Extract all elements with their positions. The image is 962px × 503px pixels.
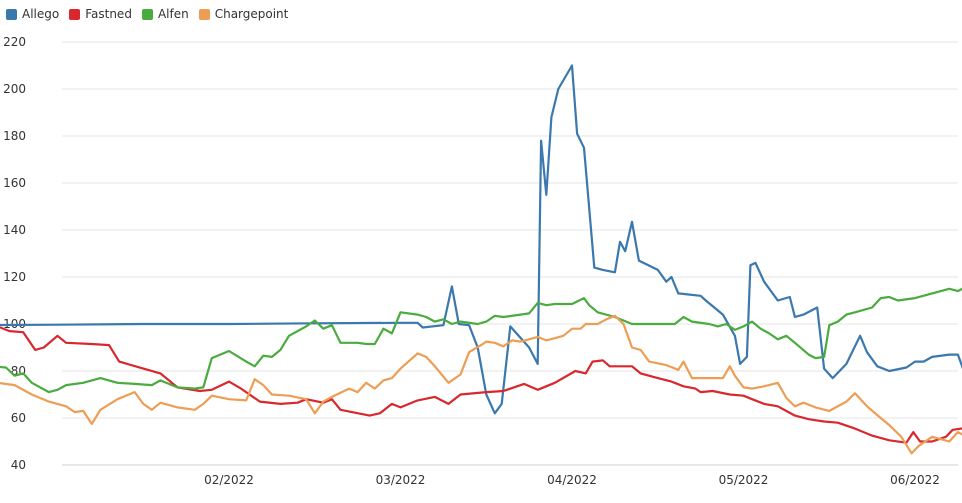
y-tick-label: 60 <box>11 411 26 425</box>
x-tick-label: 05/2022 <box>719 473 769 487</box>
chart-legend: Allego Fastned Alfen Chargepoint <box>6 4 288 24</box>
x-tick-label: 06/2022 <box>890 473 940 487</box>
legend-swatch <box>69 8 81 20</box>
legend-swatch <box>6 8 17 20</box>
series-line-alfen <box>0 287 962 394</box>
series-line-fastned <box>0 326 962 444</box>
y-tick-label: 200 <box>3 82 26 96</box>
y-tick-label: 140 <box>3 223 26 237</box>
y-tick-label: 80 <box>11 364 26 378</box>
x-tick-label: 03/2022 <box>376 473 426 487</box>
legend-swatch <box>198 8 210 20</box>
y-tick-label: 120 <box>3 270 26 284</box>
legend-item-fastned[interactable]: Fastned <box>69 7 132 21</box>
y-tick-label: 40 <box>11 458 26 472</box>
y-tick-label: 180 <box>3 129 26 143</box>
series-line-allego <box>0 64 962 415</box>
legend-item-alfen[interactable]: Alfen <box>141 7 189 21</box>
legend-label: Chargepoint <box>214 7 289 21</box>
legend-item-allego[interactable]: Allego <box>6 7 59 21</box>
legend-swatch <box>141 8 153 20</box>
legend-item-chargepoint[interactable]: Chargepoint <box>198 7 289 21</box>
y-tick-label: 160 <box>3 176 26 190</box>
legend-label: Allego <box>22 7 60 21</box>
series-line-chargepoint <box>0 314 962 455</box>
x-tick-label: 02/2022 <box>204 473 254 487</box>
legend-label: Alfen <box>157 7 189 21</box>
y-tick-label: 220 <box>3 35 26 49</box>
x-tick-label: 04/2022 <box>547 473 597 487</box>
legend-label: Fastned <box>85 7 132 21</box>
